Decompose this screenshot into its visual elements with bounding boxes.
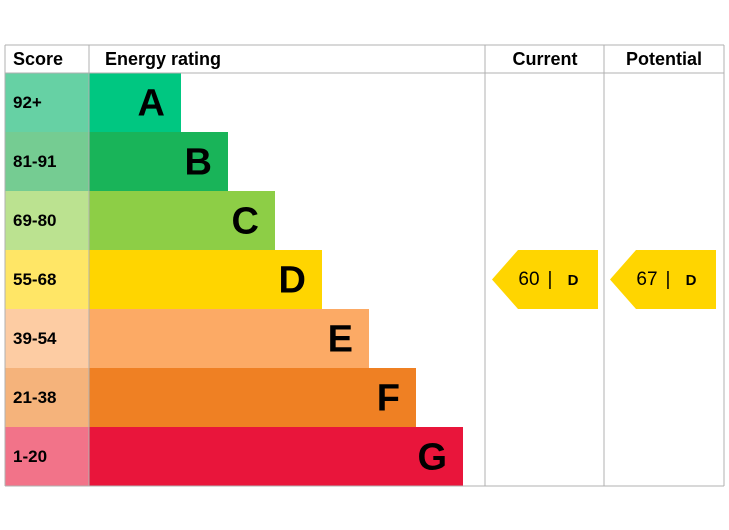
rating-letter: G [417,437,447,479]
current-separator: | [548,269,553,290]
header-potential: Potential [626,49,702,69]
score-cell [5,309,89,368]
header-score: Score [13,49,63,69]
rating-bar [89,73,181,132]
rating-letter: B [185,142,212,184]
header-current: Current [512,49,577,69]
score-cell [5,368,89,427]
potential-value: 67 [636,269,657,290]
rating-bar [89,368,416,427]
rating-letter: D [279,260,306,302]
current-band: D [568,272,579,289]
rating-bar [89,191,275,250]
score-label: 92+ [13,93,42,112]
rating-bar [89,132,228,191]
header-rating: Energy rating [105,49,221,69]
score-label: 1-20 [13,447,47,466]
score-cell [5,73,89,132]
score-label: 39-54 [13,329,57,348]
rating-bar [89,309,369,368]
score-label: 21-38 [13,388,56,407]
rating-letter: A [138,83,165,125]
potential-band: D [686,272,697,289]
score-label: 55-68 [13,270,56,289]
potential-arrow [610,250,716,309]
score-cell [5,132,89,191]
score-cell [5,191,89,250]
rating-letter: E [328,319,353,361]
rating-bar [89,427,463,486]
potential-separator: | [666,269,671,290]
current-value: 60 [518,269,539,290]
rating-bar [89,250,322,309]
score-cell [5,427,89,486]
rating-letter: F [377,378,400,420]
score-cell [5,250,89,309]
current-arrow [492,250,598,309]
score-label: 69-80 [13,211,56,230]
score-label: 81-91 [13,152,56,171]
rating-letter: C [232,201,259,243]
